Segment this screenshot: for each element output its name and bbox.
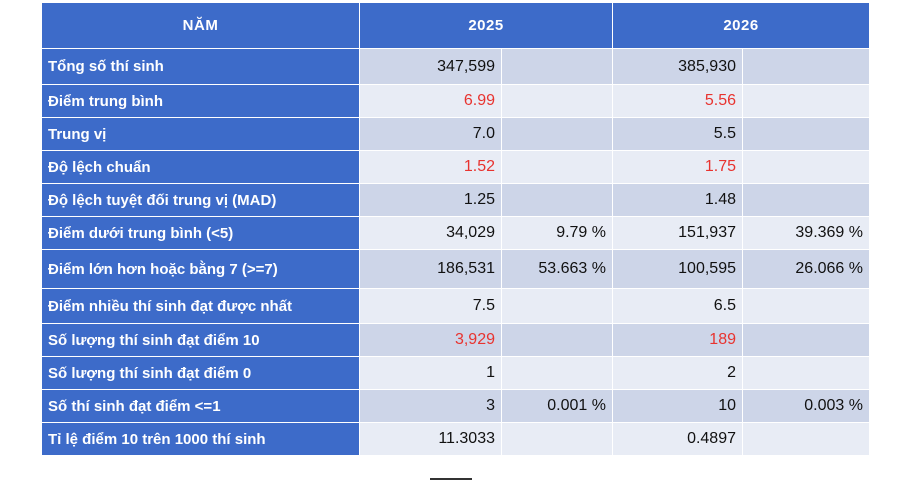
value-2025: 186,531: [360, 250, 502, 289]
value-2025: 6.99: [360, 85, 502, 118]
header-year-2025: 2025: [360, 3, 613, 49]
percent-2026: [743, 289, 870, 324]
table-row: Độ lệch tuyệt đối trung vị (MAD) 1.25 1.…: [42, 184, 870, 217]
table-row: Điểm dưới trung bình (<5) 34,029 9.79 % …: [42, 217, 870, 250]
value-2026: 385,930: [613, 49, 743, 85]
table-header-row: NĂM 2025 2026: [42, 3, 870, 49]
value-2025: 3,929: [360, 324, 502, 357]
percent-2026: [743, 184, 870, 217]
percent-2025: [502, 151, 613, 184]
percent-2025: [502, 184, 613, 217]
value-2026: 10: [613, 390, 743, 423]
value-2026: 5.5: [613, 118, 743, 151]
percent-2026: [743, 118, 870, 151]
row-label: Điểm dưới trung bình (<5): [42, 217, 360, 250]
value-2026: 5.56: [613, 85, 743, 118]
percent-2026: 39.369 %: [743, 217, 870, 250]
value-2026: 0.4897: [613, 423, 743, 456]
row-label: Độ lệch chuẩn: [42, 151, 360, 184]
table-row: Điểm trung bình 6.99 5.56: [42, 85, 870, 118]
table-row: Điểm nhiều thí sinh đạt được nhất 7.5 6.…: [42, 289, 870, 324]
table-row: Độ lệch chuẩn 1.52 1.75: [42, 151, 870, 184]
row-label: Điểm nhiều thí sinh đạt được nhất: [42, 289, 360, 324]
percent-2025: 9.79 %: [502, 217, 613, 250]
row-label: Điểm lớn hơn hoặc bằng 7 (>=7): [42, 250, 360, 289]
value-2026: 6.5: [613, 289, 743, 324]
table-row: Điểm lớn hơn hoặc bằng 7 (>=7) 186,531 5…: [42, 250, 870, 289]
value-2025: 7.5: [360, 289, 502, 324]
row-label: Tổng số thí sinh: [42, 49, 360, 85]
value-2025: 1: [360, 357, 502, 390]
value-2026: 151,937: [613, 217, 743, 250]
table-row: Số lượng thí sinh đạt điểm 0 1 2: [42, 357, 870, 390]
percent-2025: [502, 423, 613, 456]
value-2025: 3: [360, 390, 502, 423]
row-label: Điểm trung bình: [42, 85, 360, 118]
percent-2025: [502, 357, 613, 390]
value-2026: 2: [613, 357, 743, 390]
percent-2025: 0.001 %: [502, 390, 613, 423]
header-label: NĂM: [42, 3, 360, 49]
row-label: Số thí sinh đạt điểm <=1: [42, 390, 360, 423]
percent-2025: [502, 324, 613, 357]
percent-2025: [502, 289, 613, 324]
value-2026: 1.75: [613, 151, 743, 184]
row-label: Trung vị: [42, 118, 360, 151]
table-row: Số lượng thí sinh đạt điểm 10 3,929 189: [42, 324, 870, 357]
table-row: Trung vị 7.0 5.5: [42, 118, 870, 151]
value-2025: 1.25: [360, 184, 502, 217]
value-2026: 189: [613, 324, 743, 357]
percent-2025: 53.663 %: [502, 250, 613, 289]
percent-2026: [743, 423, 870, 456]
percent-2026: [743, 85, 870, 118]
value-2025: 34,029: [360, 217, 502, 250]
percent-2026: 0.003 %: [743, 390, 870, 423]
value-2025: 7.0: [360, 118, 502, 151]
percent-2025: [502, 118, 613, 151]
value-2025: 1.52: [360, 151, 502, 184]
row-label: Số lượng thí sinh đạt điểm 0: [42, 357, 360, 390]
percent-2026: [743, 357, 870, 390]
value-2026: 100,595: [613, 250, 743, 289]
percent-2026: [743, 324, 870, 357]
percent-2025: [502, 85, 613, 118]
slide-indicator: [430, 478, 472, 480]
percent-2026: [743, 49, 870, 85]
value-2026: 1.48: [613, 184, 743, 217]
percent-2025: [502, 49, 613, 85]
row-label: Độ lệch tuyệt đối trung vị (MAD): [42, 184, 360, 217]
table-row: Số thí sinh đạt điểm <=1 3 0.001 % 10 0.…: [42, 390, 870, 423]
row-label: Tỉ lệ điểm 10 trên 1000 thí sinh: [42, 423, 360, 456]
table-row: Tổng số thí sinh 347,599 385,930: [42, 49, 870, 85]
value-2025: 11.3033: [360, 423, 502, 456]
value-2025: 347,599: [360, 49, 502, 85]
row-label: Số lượng thí sinh đạt điểm 10: [42, 324, 360, 357]
header-year-2026: 2026: [613, 3, 870, 49]
percent-2026: [743, 151, 870, 184]
percent-2026: 26.066 %: [743, 250, 870, 289]
table-row: Tỉ lệ điểm 10 trên 1000 thí sinh 11.3033…: [42, 423, 870, 456]
statistics-table: NĂM 2025 2026 Tổng số thí sinh 347,599 3…: [42, 3, 870, 456]
